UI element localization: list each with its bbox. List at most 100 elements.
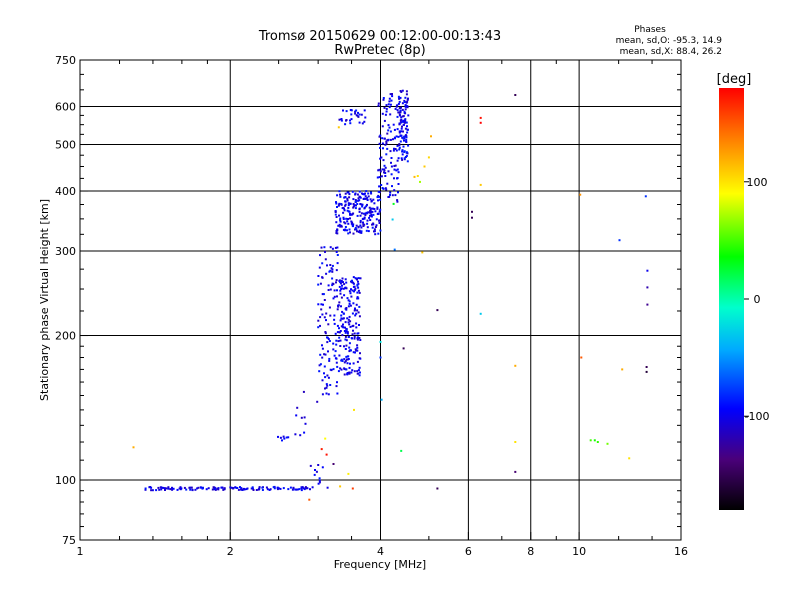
data-point (348, 323, 351, 326)
data-point (346, 199, 349, 202)
data-point (349, 217, 351, 220)
data-point (364, 116, 367, 119)
data-point (335, 202, 338, 205)
data-point (347, 305, 350, 308)
data-point (340, 225, 343, 228)
data-point (392, 149, 395, 152)
data-point (300, 416, 303, 419)
data-point (347, 336, 350, 338)
data-point (397, 183, 400, 185)
data-point (327, 284, 330, 287)
data-point (395, 169, 398, 172)
data-point (363, 197, 366, 200)
y-tick-label: 600 (55, 101, 76, 114)
data-point (369, 219, 372, 221)
data-point (346, 297, 349, 300)
data-point (479, 121, 482, 124)
data-point (356, 193, 359, 196)
data-point (336, 381, 338, 384)
data-point (343, 209, 346, 212)
data-point (276, 486, 279, 489)
data-point (378, 195, 380, 198)
data-point (479, 116, 482, 119)
data-point (404, 156, 407, 158)
data-point (397, 157, 400, 160)
data-point (324, 437, 327, 440)
data-point (339, 220, 342, 223)
data-point (395, 149, 398, 152)
colorbar-ticks: 100 0 -100 (744, 176, 769, 423)
data-point (347, 202, 350, 205)
data-point (385, 140, 388, 143)
data-point (320, 308, 323, 311)
data-point (399, 111, 402, 114)
data-point (319, 254, 321, 257)
data-point (308, 498, 311, 501)
data-point (334, 246, 337, 249)
data-point (304, 422, 307, 425)
data-point (336, 295, 338, 298)
data-point (399, 119, 402, 122)
data-point (367, 230, 370, 233)
data-point (349, 320, 352, 323)
data-point (324, 353, 327, 356)
data-point (400, 134, 403, 137)
data-point (403, 111, 406, 114)
data-point (346, 331, 349, 334)
data-point (357, 197, 360, 200)
data-point (479, 312, 482, 315)
data-point (363, 223, 366, 226)
data-point (234, 486, 237, 489)
data-point (389, 194, 391, 196)
data-point (313, 473, 316, 476)
data-point (258, 486, 261, 489)
data-point (321, 356, 324, 359)
data-point (358, 374, 361, 377)
data-point (362, 221, 364, 224)
data-point (384, 166, 387, 169)
data-point (350, 337, 353, 340)
data-point (354, 112, 357, 115)
data-point (261, 486, 264, 489)
data-point (338, 331, 341, 334)
data-point (355, 349, 358, 352)
data-point (340, 368, 343, 371)
data-point (356, 372, 359, 375)
data-point (329, 314, 332, 317)
data-point (320, 448, 323, 451)
data-point (179, 486, 182, 489)
stats-line-o: mean, sd,O: -95.3, 14.9 (616, 36, 723, 46)
data-point (342, 326, 345, 329)
data-point (329, 288, 332, 291)
data-point (350, 222, 353, 225)
data-point (514, 441, 517, 443)
data-point (354, 307, 356, 310)
data-point (403, 135, 406, 138)
data-point (387, 129, 390, 132)
data-point (356, 346, 359, 349)
data-point (351, 487, 354, 490)
data-point (279, 436, 282, 439)
data-point (331, 247, 334, 250)
data-point (344, 360, 347, 363)
data-point (357, 277, 360, 280)
data-point (167, 486, 170, 489)
data-point (196, 487, 199, 490)
data-point (325, 383, 328, 386)
data-point (382, 159, 385, 162)
data-point (353, 332, 356, 335)
data-point (337, 340, 340, 343)
data-point (646, 269, 649, 272)
data-point (338, 285, 341, 288)
data-point (359, 339, 362, 341)
data-point (402, 119, 405, 122)
data-point (430, 135, 432, 138)
data-point (363, 217, 366, 220)
data-point (344, 222, 347, 225)
data-point (336, 392, 339, 395)
data-point (356, 332, 359, 335)
data-point (306, 487, 309, 490)
data-point (382, 98, 385, 101)
data-point (398, 131, 401, 134)
data-point (379, 146, 381, 149)
